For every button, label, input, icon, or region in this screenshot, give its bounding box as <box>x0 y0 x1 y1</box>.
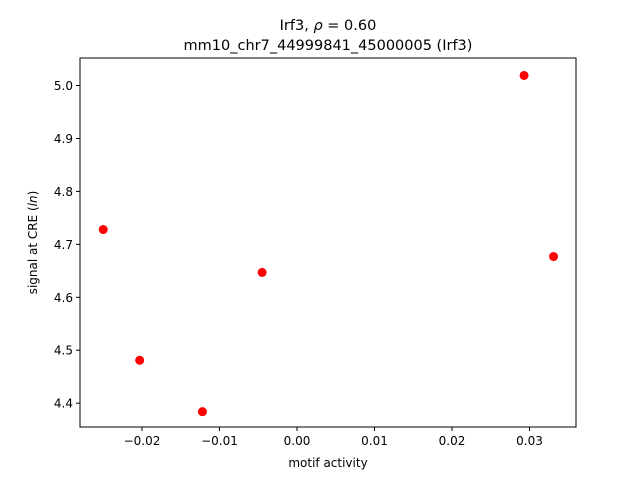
chart-subtitle: mm10_chr7_44999841_45000005 (Irf3) <box>184 38 473 54</box>
chart-title-prefix: Irf3, <box>280 18 314 34</box>
x-axis-label: motif activity <box>288 456 367 470</box>
data-point <box>98 225 108 235</box>
y-tick-label: 5.0 <box>54 79 73 93</box>
y-tick-label: 4.7 <box>54 238 73 252</box>
chart-title-rho-value: = 0.60 <box>323 18 377 34</box>
y-tick-label: 4.5 <box>54 344 73 358</box>
x-tick-label: 0.02 <box>439 434 466 448</box>
x-tick-label: −0.01 <box>201 434 238 448</box>
x-tick-label: −0.02 <box>124 434 161 448</box>
y-tick-label: 4.6 <box>54 291 73 305</box>
data-point <box>549 252 559 262</box>
x-tick-label: 0.00 <box>284 434 311 448</box>
y-tick-label: 4.4 <box>54 397 73 411</box>
y-tick-label: 4.8 <box>54 185 73 199</box>
y-axis-label-prefix: signal at CRE ( <box>26 206 40 294</box>
data-point <box>197 407 207 417</box>
y-axis-label: signal at CRE (ln) <box>26 191 40 295</box>
data-point <box>257 267 267 277</box>
x-tick-label: 0.03 <box>516 434 543 448</box>
y-tick-label: 4.9 <box>54 132 73 146</box>
chart-marks: −0.02 −0.01 0.00 0.01 0.02 0.03 4.4 4.5 4.6 4.7 4.… <box>54 70 559 448</box>
chart-title-rho: ρ <box>313 18 323 34</box>
chart-title: Irf3, ρ = 0.60 <box>280 18 377 34</box>
x-tick-label: 0.01 <box>361 434 388 448</box>
data-point <box>135 355 145 365</box>
data-point <box>519 70 529 80</box>
y-axis-label-italic: ln <box>26 195 40 206</box>
y-axis-label-suffix: ) <box>26 191 40 196</box>
plot-frame <box>79 57 577 428</box>
